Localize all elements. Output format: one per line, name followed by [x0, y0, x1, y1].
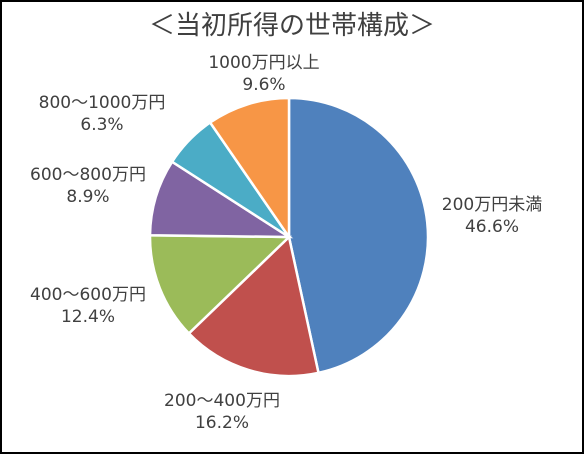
slice-value-label: 9.6% [242, 75, 285, 95]
slice-value-label: 12.4% [61, 307, 115, 327]
slice-category-label: 200万円未満 [442, 195, 542, 215]
slice-value-label: 46.6% [465, 217, 519, 237]
pie-slice [208, 96, 291, 242]
chart-title: ＜当初所得の世帯構成＞ [149, 11, 435, 41]
pie-slice [287, 96, 430, 375]
slice-category-label: 1000万円以上 [208, 53, 319, 73]
slice-value-label: 6.3% [80, 115, 123, 135]
pie-slice [187, 234, 320, 378]
slice-category-label: 400～600万円 [30, 285, 146, 305]
slice-category-label: 200～400万円 [164, 391, 280, 411]
pie-slices [148, 96, 430, 378]
slice-value-label: 16.2% [195, 413, 249, 433]
slice-category-label: 600～800万円 [30, 165, 146, 185]
slice-value-label: 8.9% [66, 187, 109, 207]
slice-category-label: 800～1000万円 [39, 93, 166, 113]
pie-slice [148, 233, 293, 336]
